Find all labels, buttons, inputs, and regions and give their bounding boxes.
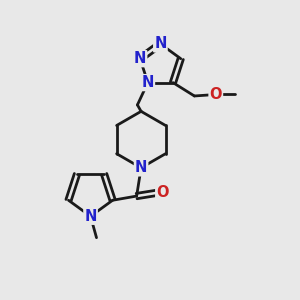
Text: N: N xyxy=(134,51,146,66)
Text: N: N xyxy=(84,209,97,224)
Text: N: N xyxy=(154,36,167,51)
Text: O: O xyxy=(209,87,222,102)
Text: N: N xyxy=(135,160,147,175)
Text: O: O xyxy=(156,185,169,200)
Text: N: N xyxy=(142,75,154,90)
